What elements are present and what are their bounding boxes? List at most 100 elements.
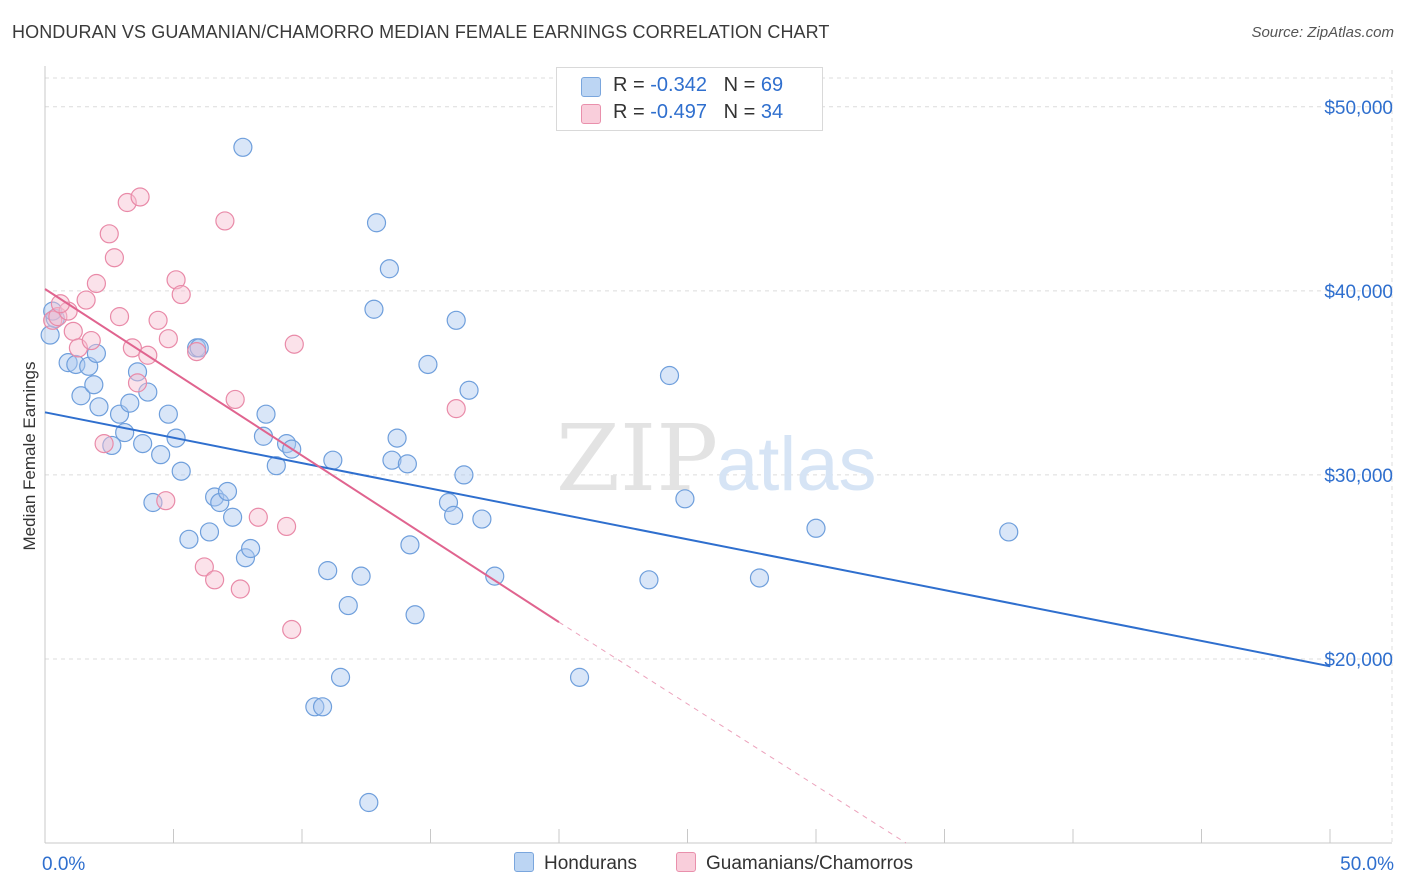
guamanian-point	[156, 491, 176, 511]
x-tick-label: 0.0%	[42, 854, 85, 875]
honduran-point	[127, 362, 148, 382]
honduran-point	[999, 522, 1019, 542]
guamanian-point	[148, 310, 168, 330]
honduran-point	[241, 538, 261, 559]
honduran-point	[338, 595, 358, 616]
y-tick-label: $40,000	[1324, 282, 1393, 303]
honduran-point	[472, 509, 492, 529]
guamanian-point	[81, 330, 101, 351]
source-label: Source: ZipAtlas.com	[1251, 24, 1394, 41]
guamanian-point	[187, 341, 207, 362]
honduran-point	[382, 450, 402, 470]
honduran-point	[171, 461, 191, 481]
guamanian-point	[248, 507, 268, 527]
guamanian-point	[194, 557, 214, 577]
honduran-point	[749, 568, 770, 588]
honduran-point	[485, 566, 505, 586]
honduran-point	[806, 518, 826, 538]
data-points	[40, 137, 1019, 813]
honduran-point	[459, 380, 479, 400]
guamanian-point	[230, 579, 250, 599]
guamanian-point	[127, 373, 148, 393]
watermark: ZIP atlas	[556, 405, 877, 512]
y-tick-label: $20,000	[1324, 650, 1393, 671]
honduran-point	[179, 529, 199, 549]
legend-swatch-pink	[581, 104, 601, 124]
legend-n-value: 69	[760, 74, 784, 96]
honduran-point	[364, 299, 384, 319]
legend-r-label: R =	[613, 74, 651, 96]
honduran-point	[569, 667, 590, 687]
guamanian-point	[158, 329, 178, 349]
honduran-point	[639, 570, 659, 590]
honduran-point	[446, 310, 466, 330]
guamanian-point	[109, 307, 130, 327]
legend-n-value: 34	[760, 101, 784, 123]
honduran-point	[405, 605, 425, 625]
honduran-point	[233, 137, 253, 157]
guamanian-point	[446, 399, 466, 419]
watermark-zip: ZIP	[556, 405, 718, 512]
y-tick-label: $50,000	[1324, 98, 1393, 119]
honduran-point	[359, 792, 379, 813]
honduran-point	[210, 492, 230, 513]
legend-r-label: R =	[613, 101, 651, 123]
honduran-point	[323, 450, 343, 470]
guamanian-point	[86, 273, 107, 294]
honduran-point	[366, 213, 387, 233]
honduran-point	[223, 507, 243, 527]
chart-title: HONDURAN VS GUAMANIAN/CHAMORRO MEDIAN FE…	[12, 22, 830, 42]
honduran-point	[351, 566, 371, 586]
guamanian-point	[166, 270, 186, 290]
correlation-legend: R = -0.342 N = 69 R = -0.497 N = 34	[556, 67, 823, 131]
guamanian-trend-line	[44, 288, 560, 623]
honduran-point	[318, 561, 338, 581]
honduran-point	[256, 404, 276, 424]
legend-r-value: -0.497	[650, 101, 707, 123]
trend-lines	[44, 288, 1331, 844]
honduran-point	[199, 522, 220, 542]
guamanian-point	[225, 389, 245, 410]
bottom-swatch-blue	[514, 852, 534, 872]
legend-r-value: -0.342	[650, 74, 707, 96]
honduran-point	[133, 434, 153, 454]
guamanian-point	[171, 284, 191, 305]
axes	[44, 66, 1392, 844]
x-tick-label: 50.0%	[1340, 854, 1394, 875]
bottom-legend-guamanians: Guamanians/Chamorros	[676, 852, 913, 875]
watermark-atlas: atlas	[716, 422, 877, 507]
guamanian-point	[94, 434, 114, 454]
y-axis-label: Median Female Earnings	[20, 362, 39, 551]
guamanian-point	[76, 290, 96, 310]
guamanian-point	[276, 516, 297, 537]
honduran-point	[400, 535, 420, 555]
guamanian-point	[205, 570, 225, 590]
legend-n-label: N =	[723, 74, 761, 96]
y-tick-label: $30,000	[1324, 466, 1393, 487]
honduran-point	[379, 259, 399, 279]
honduran-point	[235, 548, 256, 568]
honduran-point	[659, 365, 680, 386]
guamanian-point	[99, 224, 119, 244]
honduran-point	[84, 375, 104, 395]
honduran-point	[330, 667, 351, 687]
guamanian-point	[104, 248, 124, 268]
guamanian-point	[215, 211, 235, 231]
guamanian-point	[63, 321, 83, 341]
legend-swatch-blue	[581, 77, 601, 97]
honduran-point	[158, 404, 178, 424]
honduran-point	[58, 353, 78, 373]
honduran-point	[397, 454, 417, 474]
guamanian-point	[43, 310, 63, 330]
honduran-point	[387, 428, 407, 448]
bottom-swatch-pink	[676, 852, 696, 872]
guamanian-trend-extension	[558, 621, 907, 844]
honduran-point	[305, 697, 325, 717]
honduran-point	[217, 481, 238, 502]
bottom-legend-hondurans: Hondurans	[514, 852, 637, 875]
tick-labels: $20,000 $30,000 $40,000 $50,000 0.0% 50.0%	[42, 98, 1394, 875]
bottom-legend-label: Guamanians/Chamorros	[706, 853, 913, 874]
honduran-point	[120, 393, 140, 413]
honduran-point	[151, 445, 171, 465]
honduran-point	[675, 489, 695, 509]
